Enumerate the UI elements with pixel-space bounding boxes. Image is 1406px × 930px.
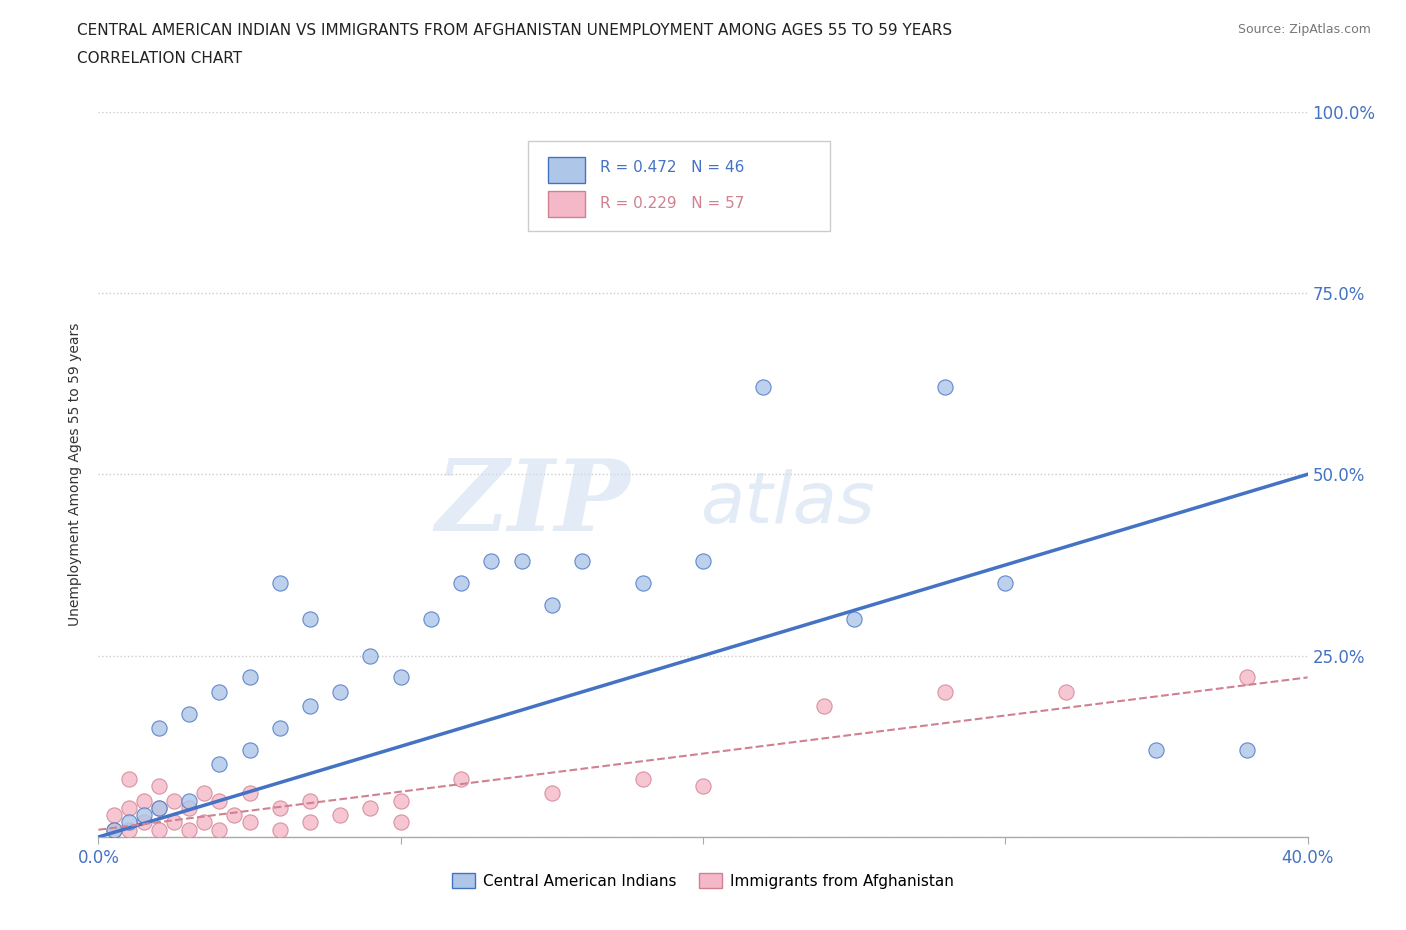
Text: atlas: atlas	[700, 469, 875, 538]
Point	[540, 786, 562, 801]
Point	[329, 808, 352, 823]
Point	[103, 822, 125, 837]
Point	[1236, 670, 1258, 684]
Point	[208, 684, 231, 699]
Point	[692, 778, 714, 793]
Point	[450, 772, 472, 787]
Point	[163, 815, 186, 830]
Point	[118, 822, 141, 837]
Point	[631, 576, 654, 591]
Point	[934, 684, 956, 699]
Point	[510, 554, 533, 569]
Point	[132, 793, 155, 808]
Point	[1144, 742, 1167, 757]
Point	[193, 815, 215, 830]
Legend: Central American Indians, Immigrants from Afghanistan: Central American Indians, Immigrants fro…	[446, 867, 960, 895]
Point	[208, 822, 231, 837]
Point	[269, 801, 291, 816]
Text: CORRELATION CHART: CORRELATION CHART	[77, 51, 242, 66]
Text: R = 0.229   N = 57: R = 0.229 N = 57	[600, 196, 745, 211]
Text: CENTRAL AMERICAN INDIAN VS IMMIGRANTS FROM AFGHANISTAN UNEMPLOYMENT AMONG AGES 5: CENTRAL AMERICAN INDIAN VS IMMIGRANTS FR…	[77, 23, 952, 38]
Point	[179, 801, 201, 816]
FancyBboxPatch shape	[527, 140, 830, 232]
Point	[118, 801, 141, 816]
Point	[239, 742, 262, 757]
Point	[148, 822, 170, 837]
Point	[329, 684, 352, 699]
Point	[1236, 742, 1258, 757]
Point	[239, 670, 262, 684]
Point	[389, 815, 412, 830]
FancyBboxPatch shape	[548, 191, 585, 217]
Point	[179, 822, 201, 837]
Point	[752, 379, 775, 394]
Point	[571, 554, 593, 569]
Point	[208, 757, 231, 772]
Text: Source: ZipAtlas.com: Source: ZipAtlas.com	[1237, 23, 1371, 36]
Point	[299, 815, 322, 830]
Point	[148, 801, 170, 816]
Point	[239, 815, 262, 830]
Point	[224, 808, 246, 823]
Point	[148, 778, 170, 793]
Point	[148, 721, 170, 736]
Point	[132, 815, 155, 830]
Point	[163, 793, 186, 808]
Point	[269, 576, 291, 591]
Point	[389, 670, 412, 684]
Point	[103, 822, 125, 837]
Text: R = 0.472   N = 46: R = 0.472 N = 46	[600, 160, 745, 175]
Point	[299, 793, 322, 808]
Point	[148, 801, 170, 816]
Point	[540, 597, 562, 612]
Point	[179, 793, 201, 808]
Point	[994, 576, 1017, 591]
Point	[481, 554, 503, 569]
Point	[450, 576, 472, 591]
Point	[269, 721, 291, 736]
Point	[1054, 684, 1077, 699]
Point	[813, 699, 835, 714]
Point	[299, 612, 322, 627]
Point	[844, 612, 866, 627]
Point	[631, 772, 654, 787]
Point	[360, 648, 382, 663]
Point	[179, 706, 201, 721]
Point	[132, 808, 155, 823]
Point	[360, 801, 382, 816]
Point	[103, 808, 125, 823]
Point	[692, 554, 714, 569]
Point	[118, 815, 141, 830]
Point	[193, 786, 215, 801]
Point	[420, 612, 443, 627]
Point	[239, 786, 262, 801]
Point	[389, 793, 412, 808]
Text: ZIP: ZIP	[436, 455, 630, 551]
Point	[299, 699, 322, 714]
Point	[934, 379, 956, 394]
Point	[118, 772, 141, 787]
Y-axis label: Unemployment Among Ages 55 to 59 years: Unemployment Among Ages 55 to 59 years	[69, 323, 83, 626]
FancyBboxPatch shape	[548, 156, 585, 182]
Point	[208, 793, 231, 808]
Point	[269, 822, 291, 837]
